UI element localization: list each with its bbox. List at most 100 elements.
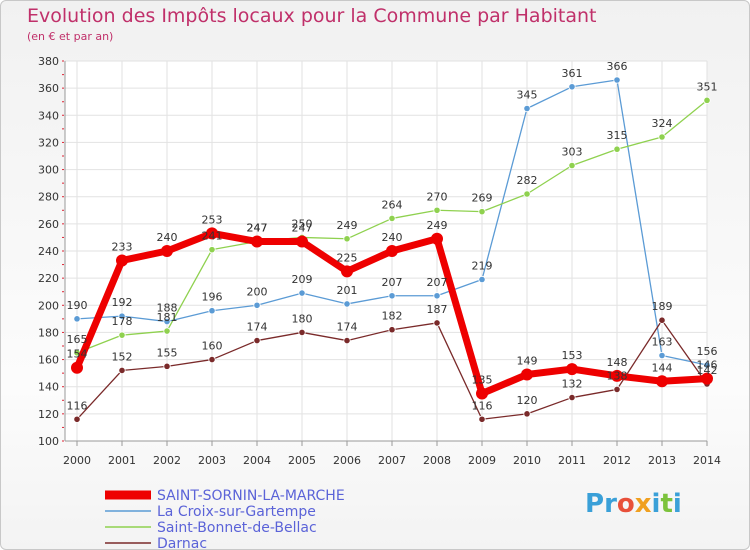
data-label: 165: [67, 333, 88, 346]
data-label: 303: [562, 146, 583, 159]
data-label: 132: [562, 378, 583, 391]
data-label: 187: [427, 303, 448, 316]
proxiti-logo: Proxiti: [585, 489, 682, 519]
x-tick-label: 2011: [558, 454, 586, 467]
data-point: [71, 361, 83, 374]
data-point: [298, 328, 306, 337]
data-label: 209: [292, 273, 313, 286]
x-tick-label: 2014: [693, 454, 721, 467]
x-tick-label: 2001: [108, 454, 136, 467]
data-point: [298, 289, 306, 297]
x-tick-label: 2000: [63, 454, 91, 467]
data-label: 152: [112, 350, 133, 363]
data-label: 250: [292, 217, 313, 230]
y-tick-label: 100: [38, 435, 59, 448]
data-point: [656, 375, 668, 388]
data-point: [251, 235, 263, 248]
data-label: 116: [67, 399, 88, 412]
data-label: 324: [652, 117, 673, 130]
chart-title: Evolution des Impôts locaux pour la Comm…: [27, 5, 597, 27]
data-label: 154: [67, 348, 88, 361]
data-point: [613, 385, 621, 394]
data-label: 116: [472, 399, 493, 412]
data-point: [566, 363, 578, 376]
data-point: [613, 145, 621, 153]
data-point: [431, 232, 443, 245]
data-label: 249: [427, 219, 448, 232]
data-point: [523, 190, 531, 198]
data-label: 189: [652, 300, 673, 313]
data-point: [433, 206, 441, 214]
data-label: 315: [607, 129, 628, 142]
y-tick-label: 240: [38, 245, 59, 258]
legend-label: Saint-Bonnet-de-Bellac: [157, 520, 317, 536]
data-point: [118, 331, 126, 339]
data-label: 361: [562, 67, 583, 80]
y-tick-label: 380: [38, 55, 59, 68]
data-label: 240: [157, 231, 178, 244]
data-label: 192: [112, 296, 133, 309]
data-point: [388, 214, 396, 223]
data-point: [386, 245, 398, 257]
data-point: [568, 83, 576, 91]
data-point: [703, 96, 711, 104]
data-label: 207: [382, 276, 403, 289]
data-label: 247: [247, 222, 268, 235]
data-label: 180: [292, 312, 313, 325]
data-point: [73, 415, 81, 423]
data-label: 149: [517, 355, 538, 368]
y-tick-label: 200: [38, 299, 59, 312]
data-label: 144: [652, 361, 673, 374]
data-label: 138: [607, 369, 628, 382]
data-point: [701, 372, 713, 385]
data-label: 148: [607, 356, 628, 369]
data-label: 146: [697, 359, 718, 372]
x-tick-label: 2002: [153, 454, 181, 467]
x-tick-label: 2013: [648, 454, 676, 467]
x-tick-label: 2008: [423, 454, 451, 467]
data-point: [343, 300, 351, 308]
data-label: 225: [337, 251, 358, 264]
data-point: [611, 369, 623, 382]
x-tick-label: 2003: [198, 454, 226, 467]
x-tick-label: 2007: [378, 454, 406, 467]
data-label: 282: [517, 174, 538, 187]
logo-letter: i: [651, 489, 661, 519]
y-tick-label: 120: [38, 408, 59, 421]
data-point: [253, 336, 261, 345]
data-point: [478, 208, 486, 216]
data-point: [163, 317, 171, 326]
logo-letter: P: [585, 489, 605, 519]
data-label: 181: [157, 311, 178, 324]
logo-letter: o: [616, 489, 635, 519]
data-label: 174: [337, 321, 358, 334]
data-label: 247: [292, 222, 313, 235]
y-tick-label: 300: [38, 164, 59, 177]
data-label: 233: [112, 241, 133, 254]
data-point: [163, 327, 171, 335]
y-tick-label: 320: [38, 136, 59, 149]
x-tick-label: 2004: [243, 454, 271, 467]
data-label: 366: [607, 60, 628, 73]
data-point: [388, 292, 396, 300]
data-point: [568, 161, 576, 170]
data-point: [478, 415, 486, 423]
data-point: [253, 301, 261, 309]
data-label: 264: [382, 198, 403, 211]
data-label: 196: [202, 291, 223, 304]
data-label: 247: [247, 222, 268, 235]
data-point: [118, 312, 126, 320]
data-point: [296, 235, 308, 248]
data-label: 351: [697, 80, 718, 93]
data-point: [163, 362, 171, 370]
y-tick-label: 280: [38, 191, 59, 204]
x-tick-label: 2012: [603, 454, 631, 467]
y-tick-label: 140: [38, 381, 59, 394]
data-label: 155: [157, 346, 178, 359]
x-tick-label: 2009: [468, 454, 496, 467]
chart-subtitle: (en € et par an): [27, 30, 114, 43]
data-label: 207: [427, 276, 448, 289]
data-label: 153: [562, 349, 583, 362]
data-label: 200: [247, 285, 268, 298]
